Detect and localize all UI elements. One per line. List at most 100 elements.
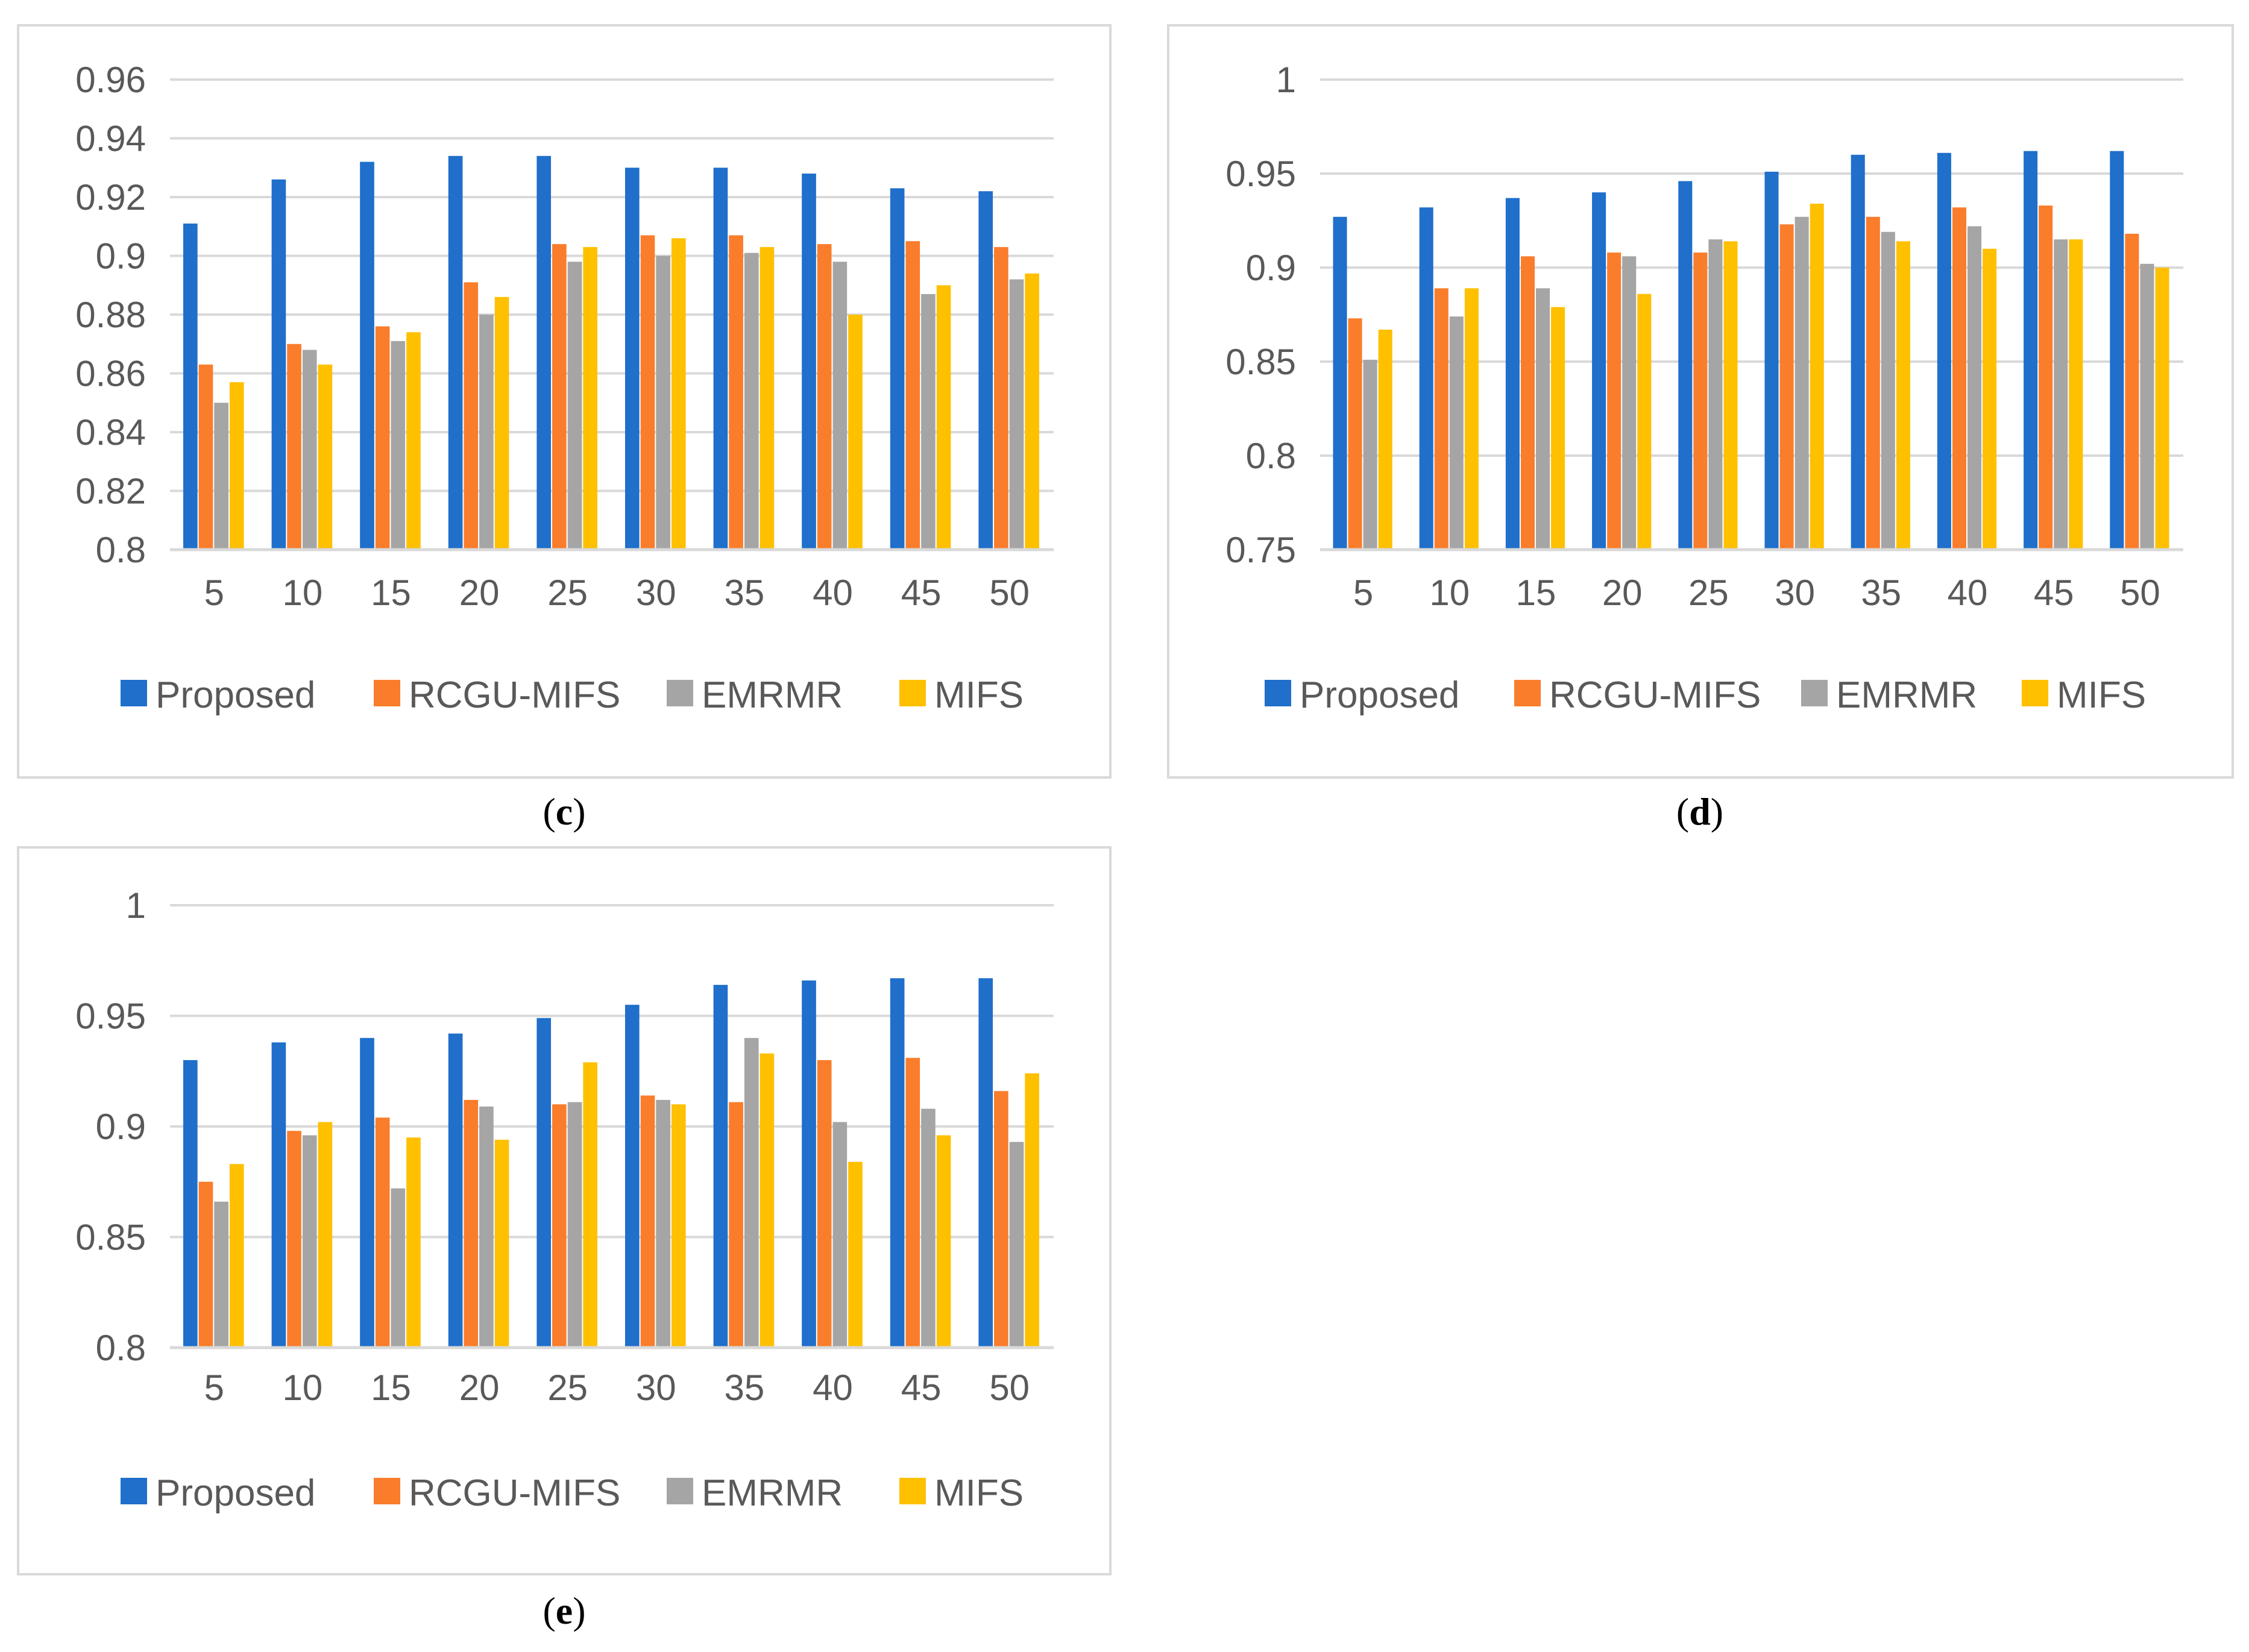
bar-rcgu-mifs-50 xyxy=(994,247,1008,550)
bar-rcgu-mifs-30 xyxy=(640,1095,655,1348)
bar-mifs-40 xyxy=(1983,248,1997,550)
bar-proposed-15 xyxy=(1505,198,1520,550)
y-tick-label: 0.85 xyxy=(75,1217,146,1258)
bar-rcgu-mifs-25 xyxy=(1693,253,1708,550)
y-tick-label: 0.8 xyxy=(96,530,146,570)
x-tick-label: 20 xyxy=(1602,573,1643,613)
y-tick-label: 1 xyxy=(1276,60,1296,100)
legend-swatch-emrmr xyxy=(667,1478,693,1504)
x-tick-label: 50 xyxy=(989,1368,1030,1408)
bar-proposed-25 xyxy=(536,155,552,550)
x-tick-label: 30 xyxy=(1775,573,1815,613)
y-tick-label: 0.9 xyxy=(1246,248,1296,288)
y-tick-label: 0.9 xyxy=(96,236,146,277)
y-tick-label: 0.96 xyxy=(75,60,146,100)
bar-emrmr-50 xyxy=(1009,279,1024,550)
legend-label-mifs: MIFS xyxy=(934,1472,1024,1514)
bar-proposed-20 xyxy=(1592,192,1606,550)
y-tick-label: 0.82 xyxy=(75,471,146,512)
y-tick-label: 0.8 xyxy=(96,1328,146,1368)
y-tick-label: 0.86 xyxy=(75,354,146,394)
bar-emrmr-30 xyxy=(1794,216,1809,550)
x-tick-label: 30 xyxy=(636,573,676,613)
bar-proposed-5 xyxy=(183,223,198,550)
bar-rcgu-mifs-40 xyxy=(817,1060,832,1348)
bar-proposed-15 xyxy=(360,1038,374,1348)
legend-label-rcgu-mifs: RCGU-MIFS xyxy=(1549,674,1761,716)
y-tick-label: 0.88 xyxy=(75,295,146,335)
bar-emrmr-25 xyxy=(567,1102,582,1348)
bar-proposed-20 xyxy=(448,155,463,550)
bar-rcgu-mifs-50 xyxy=(2125,233,2139,550)
bar-emrmr-20 xyxy=(1622,256,1637,550)
bar-mifs-20 xyxy=(494,1140,509,1348)
bar-mifs-5 xyxy=(1378,329,1392,550)
x-tick-label: 40 xyxy=(1948,573,1988,613)
bar-emrmr-25 xyxy=(1708,239,1723,550)
bar-emrmr-5 xyxy=(214,1201,228,1348)
bar-rcgu-mifs-15 xyxy=(1520,256,1535,550)
bar-proposed-25 xyxy=(1678,181,1693,550)
bar-proposed-35 xyxy=(1851,154,1865,550)
bar-proposed-30 xyxy=(1764,171,1779,550)
y-tick-label: 0.85 xyxy=(1225,342,1296,382)
bar-emrmr-50 xyxy=(1009,1142,1024,1348)
bar-rcgu-mifs-20 xyxy=(464,1099,479,1348)
bar-proposed-35 xyxy=(713,168,728,550)
bar-proposed-5 xyxy=(1333,216,1347,550)
bar-proposed-10 xyxy=(1419,207,1433,550)
x-tick-label: 15 xyxy=(1516,573,1556,613)
bar-emrmr-15 xyxy=(391,1188,406,1348)
bar-proposed-35 xyxy=(713,985,728,1348)
bar-mifs-50 xyxy=(1025,1073,1040,1348)
bar-mifs-15 xyxy=(1551,307,1565,550)
legend-swatch-rcgu-mifs xyxy=(374,1478,400,1504)
x-tick-label: 30 xyxy=(636,1368,676,1408)
legend-swatch-mifs xyxy=(899,1478,926,1504)
bar-mifs-10 xyxy=(1464,288,1479,550)
bar-rcgu-mifs-35 xyxy=(729,1102,743,1348)
legend-label-proposed: Proposed xyxy=(1300,674,1459,716)
bar-mifs-30 xyxy=(671,238,686,550)
x-tick-label: 10 xyxy=(1429,573,1470,613)
bar-emrmr-30 xyxy=(656,1099,670,1348)
bar-rcgu-mifs-10 xyxy=(1434,288,1448,550)
legend-label-rcgu-mifs: RCGU-MIFS xyxy=(409,1472,620,1514)
bar-mifs-50 xyxy=(1025,273,1040,550)
legend: Proposed RCGU-MIFS EMRMR MIFS xyxy=(121,674,1024,716)
x-tick-label: 20 xyxy=(459,573,500,613)
legend-swatch-rcgu-mifs xyxy=(1514,680,1541,706)
bar-proposed-10 xyxy=(271,179,286,550)
x-tick-label: 25 xyxy=(1688,573,1729,613)
bar-proposed-25 xyxy=(536,1018,552,1348)
x-tick-label: 45 xyxy=(2034,573,2074,613)
bar-proposed-50 xyxy=(978,978,993,1348)
bar-emrmr-45 xyxy=(2054,239,2068,550)
bar-proposed-30 xyxy=(624,1005,640,1348)
y-tick-label: 0.95 xyxy=(75,996,146,1037)
legend-label-proposed: Proposed xyxy=(156,674,315,716)
bar-emrmr-35 xyxy=(1881,231,1895,550)
bar-mifs-45 xyxy=(2069,239,2083,550)
legend-label-mifs: MIFS xyxy=(934,674,1024,716)
x-tick-label: 35 xyxy=(1861,573,1901,613)
bar-proposed-5 xyxy=(183,1060,198,1348)
legend-label-mifs: MIFS xyxy=(2057,674,2146,716)
bar-mifs-25 xyxy=(583,1062,598,1348)
legend: Proposed RCGU-MIFS EMRMR MIFS xyxy=(121,1472,1024,1514)
bar-rcgu-mifs-15 xyxy=(375,326,390,550)
y-tick-label: 0.94 xyxy=(75,119,146,159)
bar-emrmr-45 xyxy=(921,294,936,550)
x-tick-label: 40 xyxy=(813,573,853,613)
y-tick-label: 0.92 xyxy=(75,177,146,218)
bar-rcgu-mifs-10 xyxy=(287,1131,301,1348)
bar-mifs-5 xyxy=(229,382,244,550)
y-tick-label: 1 xyxy=(126,885,146,926)
legend-label-rcgu-mifs: RCGU-MIFS xyxy=(409,674,620,716)
x-tick-label: 35 xyxy=(725,1368,765,1408)
bar-proposed-45 xyxy=(890,188,905,550)
x-tick-label: 50 xyxy=(989,573,1030,613)
legend-swatch-mifs xyxy=(2022,680,2048,706)
